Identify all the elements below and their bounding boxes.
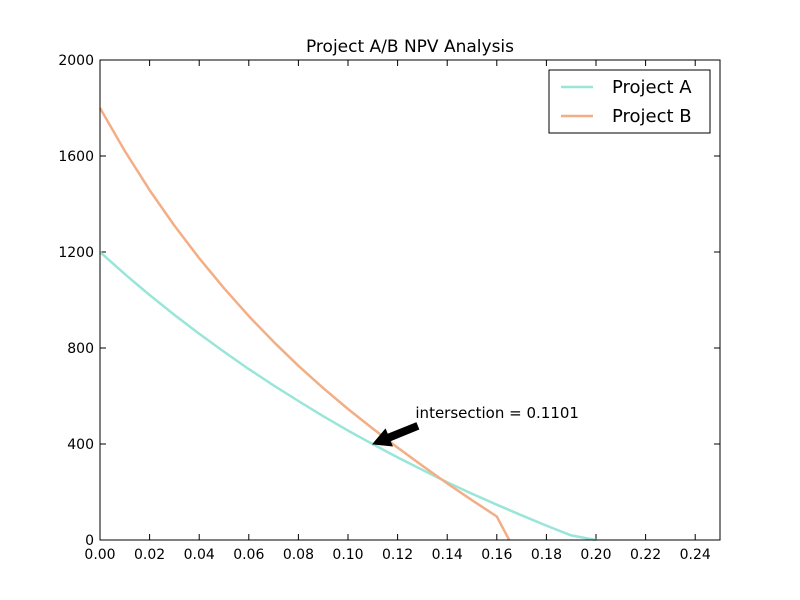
y-axis: 0 400 800 1200 1600 2000 bbox=[58, 53, 720, 549]
y-tick-label: 400 bbox=[67, 437, 94, 453]
legend-box bbox=[548, 69, 711, 134]
legend-entry-label: Project A bbox=[612, 77, 692, 98]
series-line-project-b bbox=[98, 107, 511, 541]
x-tick-label: 0.12 bbox=[382, 547, 413, 563]
y-tick-label: 800 bbox=[67, 341, 94, 357]
x-tick-label: 0.10 bbox=[332, 547, 363, 563]
annotation: intersection = 0.1101 bbox=[372, 404, 579, 447]
y-tick-label: 1600 bbox=[58, 149, 94, 165]
x-tick-label: 0.24 bbox=[680, 547, 711, 563]
x-tick-label: 0.22 bbox=[630, 547, 661, 563]
x-tick-label: 0.08 bbox=[283, 547, 314, 563]
x-tick-label: 0.14 bbox=[432, 547, 463, 563]
x-tick-label: 0.16 bbox=[481, 547, 512, 563]
y-tick-label: 1200 bbox=[58, 245, 94, 261]
series-layer bbox=[98, 107, 597, 542]
legend: Project A Project B bbox=[548, 69, 711, 134]
series-line-project-a bbox=[99, 251, 597, 542]
legend-entry-label: Project B bbox=[612, 106, 692, 127]
y-tick-label: 0 bbox=[85, 533, 94, 549]
annotation-label: intersection = 0.1101 bbox=[415, 404, 579, 422]
chart-title: Project A/B NPV Analysis bbox=[306, 37, 514, 57]
plot-area-frame bbox=[99, 59, 721, 541]
x-tick-label: 0.00 bbox=[84, 547, 115, 563]
x-tick-label: 0.20 bbox=[580, 547, 611, 563]
x-tick-label: 0.18 bbox=[531, 547, 562, 563]
annotation-arrow bbox=[372, 422, 420, 447]
x-tick-label: 0.02 bbox=[134, 547, 165, 563]
x-axis: 0.00 0.02 0.04 0.06 0.08 0.10 0.12 0.14 0.16 0.18… bbox=[84, 60, 711, 563]
y-tick-label: 2000 bbox=[58, 53, 94, 69]
x-tick-label: 0.04 bbox=[184, 547, 215, 563]
x-tick-label: 0.06 bbox=[233, 547, 264, 563]
